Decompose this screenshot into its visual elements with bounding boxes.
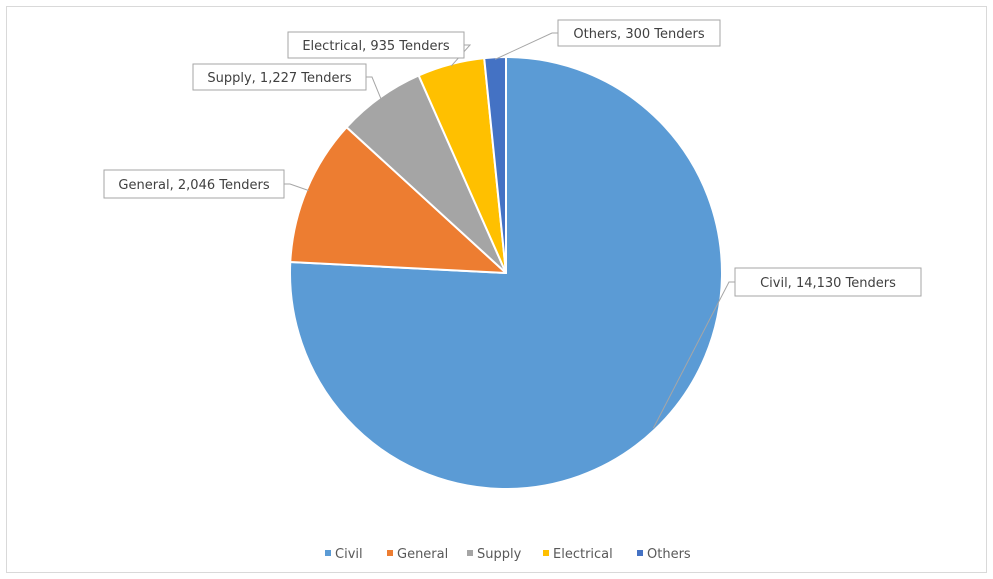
- pie-slice-civil: [289, 56, 723, 490]
- data-labels: Civil, 14,130 Tenders General, 2,046 Tend…: [103, 19, 922, 297]
- legend: Civil General Supply Electrical Others: [325, 547, 691, 562]
- legend-swatch-others: [637, 550, 643, 556]
- leader-line-civil: [652, 281, 735, 429]
- leader-line-general: [284, 183, 309, 191]
- pie-slice-others: [483, 55, 507, 274]
- data-label-leaders: [284, 32, 735, 429]
- legend-label-general: General: [397, 547, 448, 562]
- data-label-box-civil: [734, 267, 922, 297]
- legend-swatch-electrical: [543, 550, 549, 556]
- leader-line-supply: [366, 76, 382, 100]
- legend-label-civil: Civil: [335, 547, 363, 562]
- data-label-civil: Civil, 14,130 Tenders: [760, 276, 896, 291]
- data-label-box-general: [103, 169, 285, 199]
- data-label-supply: Supply, 1,227 Tenders: [207, 71, 351, 86]
- leader-line-electrical: [450, 44, 472, 67]
- data-label-electrical: Electrical, 935 Tenders: [302, 39, 450, 54]
- data-label-others: Others, 300 Tenders: [573, 27, 704, 42]
- leader-line-others: [494, 32, 558, 60]
- legend-swatch-civil: [325, 550, 331, 556]
- data-label-box-others: [557, 19, 721, 47]
- data-label-general: General, 2,046 Tenders: [118, 178, 269, 193]
- legend-swatch-general: [387, 550, 393, 556]
- legend-label-electrical: Electrical: [553, 547, 613, 562]
- legend-label-supply: Supply: [477, 547, 522, 562]
- legend-label-others: Others: [647, 547, 691, 562]
- pie-slices: [289, 55, 723, 490]
- data-label-box-supply: [192, 63, 367, 91]
- legend-swatch-supply: [467, 550, 473, 556]
- data-label-box-electrical: [287, 31, 465, 59]
